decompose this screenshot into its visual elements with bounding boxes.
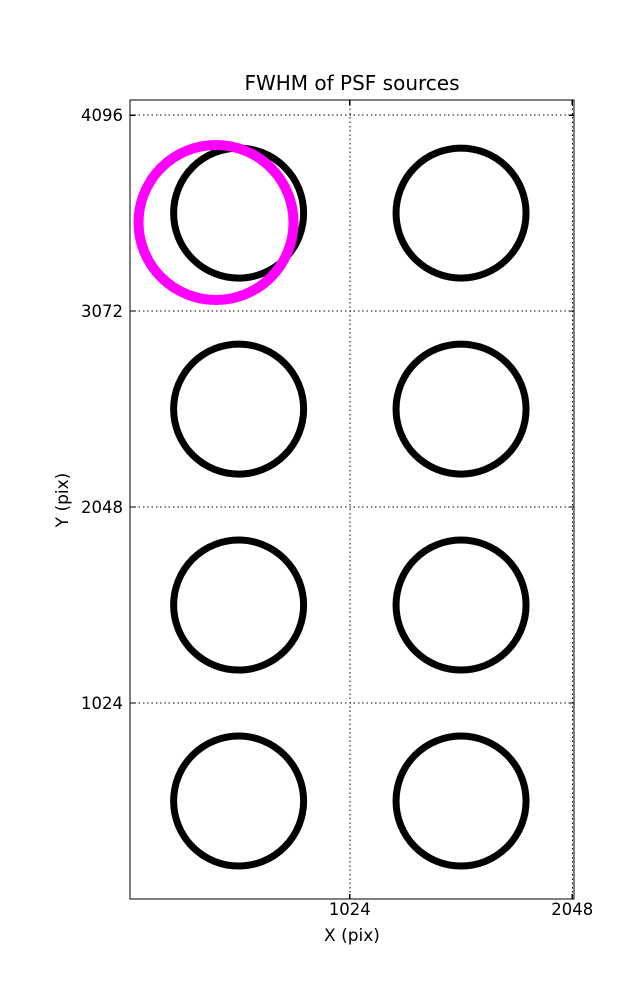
psf-source-circle — [392, 536, 530, 674]
psf-source-circle — [170, 536, 308, 674]
psf-source-circle — [392, 732, 530, 870]
psf-source-circle — [170, 732, 308, 870]
flagged-source-circle — [133, 139, 299, 305]
xtick-label: 1024 — [329, 900, 371, 919]
psf-source-circle — [392, 340, 530, 478]
x-axis-label: X (pix) — [324, 926, 380, 946]
ytick-label: 4096 — [81, 106, 123, 125]
psf-source-circle — [170, 340, 308, 478]
y-axis-label: Y (pix) — [53, 472, 73, 528]
axes-frame — [129, 99, 575, 900]
xtick-label: 2048 — [551, 900, 593, 919]
chart-title: FWHM of PSF sources — [244, 71, 460, 95]
ytick-label: 1024 — [81, 694, 123, 713]
psf-source-circle — [392, 144, 530, 282]
ytick-label: 2048 — [81, 498, 123, 517]
ytick-label: 3072 — [81, 302, 123, 321]
